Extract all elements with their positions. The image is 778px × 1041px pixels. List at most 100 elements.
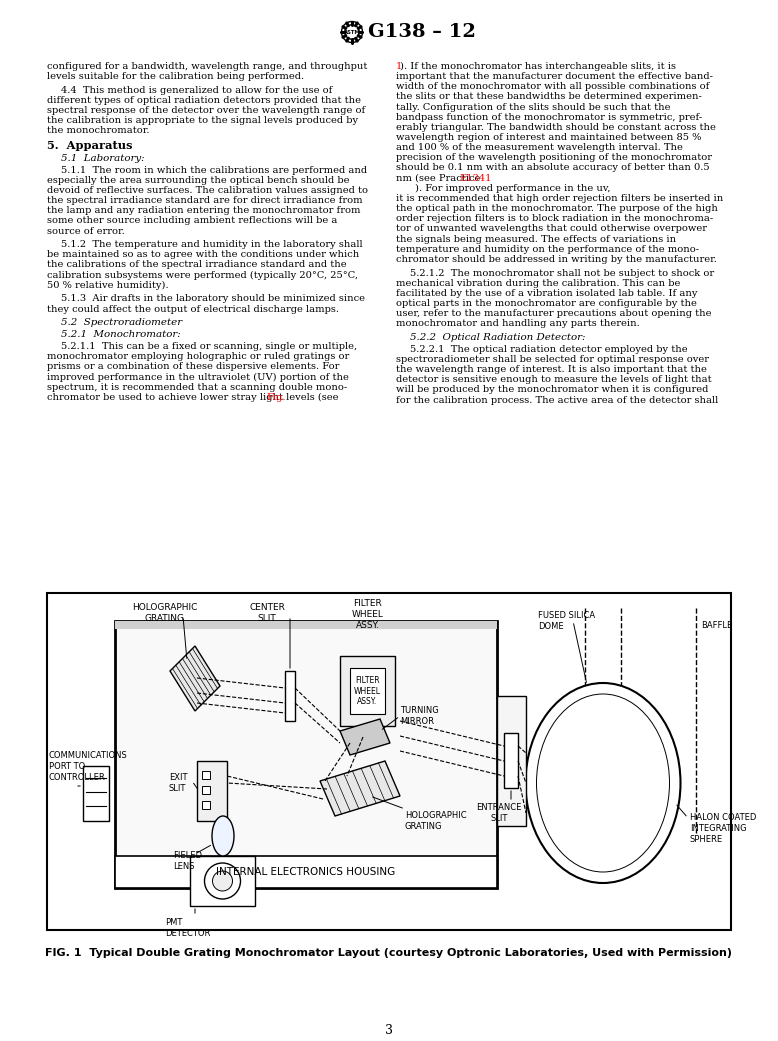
Bar (202, 801, 210, 809)
Text: ). If the monochromator has interchangeable slits, it is: ). If the monochromator has interchangea… (400, 62, 676, 71)
Bar (202, 771, 210, 779)
Bar (350, 668, 385, 714)
Text: the slits or that these bandwidths be determined experimen-: the slits or that these bandwidths be de… (396, 93, 702, 101)
Bar (115, 621, 497, 888)
Text: INTERNAL ELECTRONICS HOUSING: INTERNAL ELECTRONICS HOUSING (216, 867, 396, 877)
Text: ASTM: ASTM (344, 29, 360, 34)
Text: they could affect the output of electrical discharge lamps.: they could affect the output of electric… (47, 305, 339, 313)
Text: 5.  Apparatus: 5. Apparatus (47, 141, 132, 151)
Text: for the calibration process. The active area of the detector shall: for the calibration process. The active … (396, 396, 718, 405)
Text: precision of the wavelength positioning of the monochromator: precision of the wavelength positioning … (396, 153, 712, 162)
Text: HALON COATED
INTEGRATING
SPHERE: HALON COATED INTEGRATING SPHERE (690, 813, 756, 843)
Text: 5.2.1  Monochromator:: 5.2.1 Monochromator: (61, 330, 180, 339)
Text: the wavelength range of interest. It is also important that the: the wavelength range of interest. It is … (396, 365, 707, 374)
Text: 5.2.1.1  This can be a fixed or scanning, single or multiple,: 5.2.1.1 This can be a fixed or scanning,… (61, 342, 357, 351)
Text: 5.1.2  The temperature and humidity in the laboratory shall: 5.1.2 The temperature and humidity in th… (61, 240, 363, 249)
Ellipse shape (525, 683, 681, 883)
Circle shape (205, 863, 240, 899)
Text: the calibration is appropriate to the signal levels produced by: the calibration is appropriate to the si… (47, 117, 358, 125)
Text: 3: 3 (385, 1023, 393, 1037)
Text: will be produced by the monochromator when it is configured: will be produced by the monochromator wh… (396, 385, 709, 395)
Text: 1: 1 (396, 62, 402, 71)
Text: the lamp and any radiation entering the monochromator from: the lamp and any radiation entering the … (47, 206, 360, 215)
Text: BAFFLE: BAFFLE (701, 621, 732, 630)
Text: temperature and humidity on the performance of the mono-: temperature and humidity on the performa… (396, 245, 699, 254)
Text: HOLOGRAPHIC
GRATING: HOLOGRAPHIC GRATING (132, 603, 198, 623)
Text: spectroradiometer shall be selected for optimal response over: spectroradiometer shall be selected for … (396, 355, 709, 364)
Text: erably triangular. The bandwidth should be constant across the: erably triangular. The bandwidth should … (396, 123, 716, 132)
Text: the signals being measured. The effects of variations in: the signals being measured. The effects … (396, 234, 676, 244)
Text: devoid of reflective surfaces. The calibration values assigned to: devoid of reflective surfaces. The calib… (47, 186, 368, 195)
Bar (340, 656, 395, 726)
Text: PMT
DETECTOR: PMT DETECTOR (165, 918, 210, 938)
Polygon shape (340, 719, 390, 755)
Text: monochromator and handling any parts therein.: monochromator and handling any parts the… (396, 320, 640, 328)
Text: spectral response of the detector over the wavelength range of: spectral response of the detector over t… (47, 106, 365, 116)
Text: important that the manufacturer document the effective band-: important that the manufacturer document… (396, 72, 713, 81)
Text: monochromator employing holographic or ruled gratings or: monochromator employing holographic or r… (47, 352, 349, 361)
Bar (497, 696, 526, 826)
Text: detector is sensitive enough to measure the levels of light that: detector is sensitive enough to measure … (396, 375, 712, 384)
Text: COMMUNICATIONS
PORT TO
CONTROLLER: COMMUNICATIONS PORT TO CONTROLLER (49, 751, 128, 782)
Text: EXIT
SLIT: EXIT SLIT (169, 773, 187, 793)
Text: TURNING
MIRROR: TURNING MIRROR (400, 706, 439, 726)
Text: different types of optical radiation detectors provided that the: different types of optical radiation det… (47, 96, 361, 105)
Text: 5.1.1  The room in which the calibrations are performed and: 5.1.1 The room in which the calibrations… (61, 166, 367, 175)
Text: FIG. 1  Typical Double Grating Monochromator Layout (courtesy Optronic Laborator: FIG. 1 Typical Double Grating Monochroma… (45, 948, 733, 958)
Text: facilitated by the use of a vibration isolated lab table. If any: facilitated by the use of a vibration is… (396, 288, 698, 298)
Text: chromator be used to achieve lower stray light levels (see: chromator be used to achieve lower stray… (47, 392, 342, 402)
Text: the monochromator.: the monochromator. (47, 126, 149, 135)
Text: FIELED
LENS: FIELED LENS (173, 850, 202, 870)
Text: FILTER
WHEEL
ASSY.: FILTER WHEEL ASSY. (354, 676, 381, 706)
Text: CENTER
SLIT: CENTER SLIT (249, 603, 285, 623)
Bar (83, 766, 109, 821)
Text: the optical path in the monochromator. The purpose of the high: the optical path in the monochromator. T… (396, 204, 718, 213)
Text: FUSED SILICA
DOME: FUSED SILICA DOME (538, 611, 595, 631)
Text: especially the area surrounding the optical bench should be: especially the area surrounding the opti… (47, 176, 349, 184)
Polygon shape (170, 646, 220, 711)
Text: some other source including ambient reflections will be a: some other source including ambient refl… (47, 217, 338, 225)
Ellipse shape (212, 816, 234, 856)
Text: user, refer to the manufacturer precautions about opening the: user, refer to the manufacturer precauti… (396, 309, 712, 319)
Polygon shape (320, 761, 400, 816)
Bar (504, 733, 518, 788)
Text: tor of unwanted wavelengths that could otherwise overpower: tor of unwanted wavelengths that could o… (396, 225, 707, 233)
Bar (190, 856, 255, 906)
Text: mechanical vibration during the calibration. This can be: mechanical vibration during the calibrat… (396, 279, 681, 287)
Text: spectrum, it is recommended that a scanning double mono-: spectrum, it is recommended that a scann… (47, 383, 347, 391)
Text: 5.2.1.2  The monochromator shall not be subject to shock or: 5.2.1.2 The monochromator shall not be s… (410, 269, 714, 278)
Text: 5.1  Laboratory:: 5.1 Laboratory: (61, 154, 145, 162)
Text: 5.2.2  Optical Radiation Detector:: 5.2.2 Optical Radiation Detector: (410, 333, 586, 341)
Text: HOLOGRAPHIC
GRATING: HOLOGRAPHIC GRATING (405, 811, 467, 831)
Text: G138 – 12: G138 – 12 (368, 23, 476, 41)
Bar (285, 671, 295, 721)
Text: ). For improved performance in the uv,: ). For improved performance in the uv, (415, 184, 610, 193)
Text: the calibrations of the spectral irradiance standard and the: the calibrations of the spectral irradia… (47, 260, 347, 270)
Text: configured for a bandwidth, wavelength range, and throughput: configured for a bandwidth, wavelength r… (47, 62, 367, 71)
Text: E1341: E1341 (459, 174, 492, 182)
Text: order rejection filters is to block radiation in the monochroma-: order rejection filters is to block radi… (396, 214, 713, 223)
Text: levels suitable for the calibration being performed.: levels suitable for the calibration bein… (47, 72, 304, 81)
Text: chromator should be addressed in writing by the manufacturer.: chromator should be addressed in writing… (396, 255, 717, 263)
Text: source of error.: source of error. (47, 227, 124, 235)
Text: 50 % relative humidity).: 50 % relative humidity). (47, 281, 169, 289)
Text: ENTRANCE
SLIT: ENTRANCE SLIT (476, 803, 522, 822)
Text: it is recommended that high order rejection filters be inserted in: it is recommended that high order reject… (396, 194, 724, 203)
Text: 4.4  This method is generalized to allow for the use of: 4.4 This method is generalized to allow … (61, 85, 332, 95)
Bar (47, 593, 731, 930)
Text: be maintained so as to agree with the conditions under which: be maintained so as to agree with the co… (47, 250, 359, 259)
Bar (202, 786, 210, 794)
Text: 5.2.2.1  The optical radiation detector employed by the: 5.2.2.1 The optical radiation detector e… (410, 345, 688, 354)
Text: bandpass function of the monochromator is symmetric, pref-: bandpass function of the monochromator i… (396, 112, 703, 122)
Text: tally. Configuration of the slits should be such that the: tally. Configuration of the slits should… (396, 103, 671, 111)
Bar (115, 621, 497, 629)
Text: calibration subsystems were performed (typically 20°C, 25°C,: calibration subsystems were performed (t… (47, 271, 358, 280)
Text: the spectral irradiance standard are for direct irradiance from: the spectral irradiance standard are for… (47, 196, 363, 205)
Circle shape (212, 871, 233, 891)
Text: nm (see Practice: nm (see Practice (396, 174, 483, 182)
Text: 5.1.3  Air drafts in the laboratory should be minimized since: 5.1.3 Air drafts in the laboratory shoul… (61, 295, 365, 303)
Text: and 100 % of the measurement wavelength interval. The: and 100 % of the measurement wavelength … (396, 144, 683, 152)
Text: Fig.: Fig. (266, 392, 286, 402)
Text: wavelength region of interest and maintained between 85 %: wavelength region of interest and mainta… (396, 133, 702, 142)
Text: width of the monochromator with all possible combinations of: width of the monochromator with all poss… (396, 82, 710, 92)
